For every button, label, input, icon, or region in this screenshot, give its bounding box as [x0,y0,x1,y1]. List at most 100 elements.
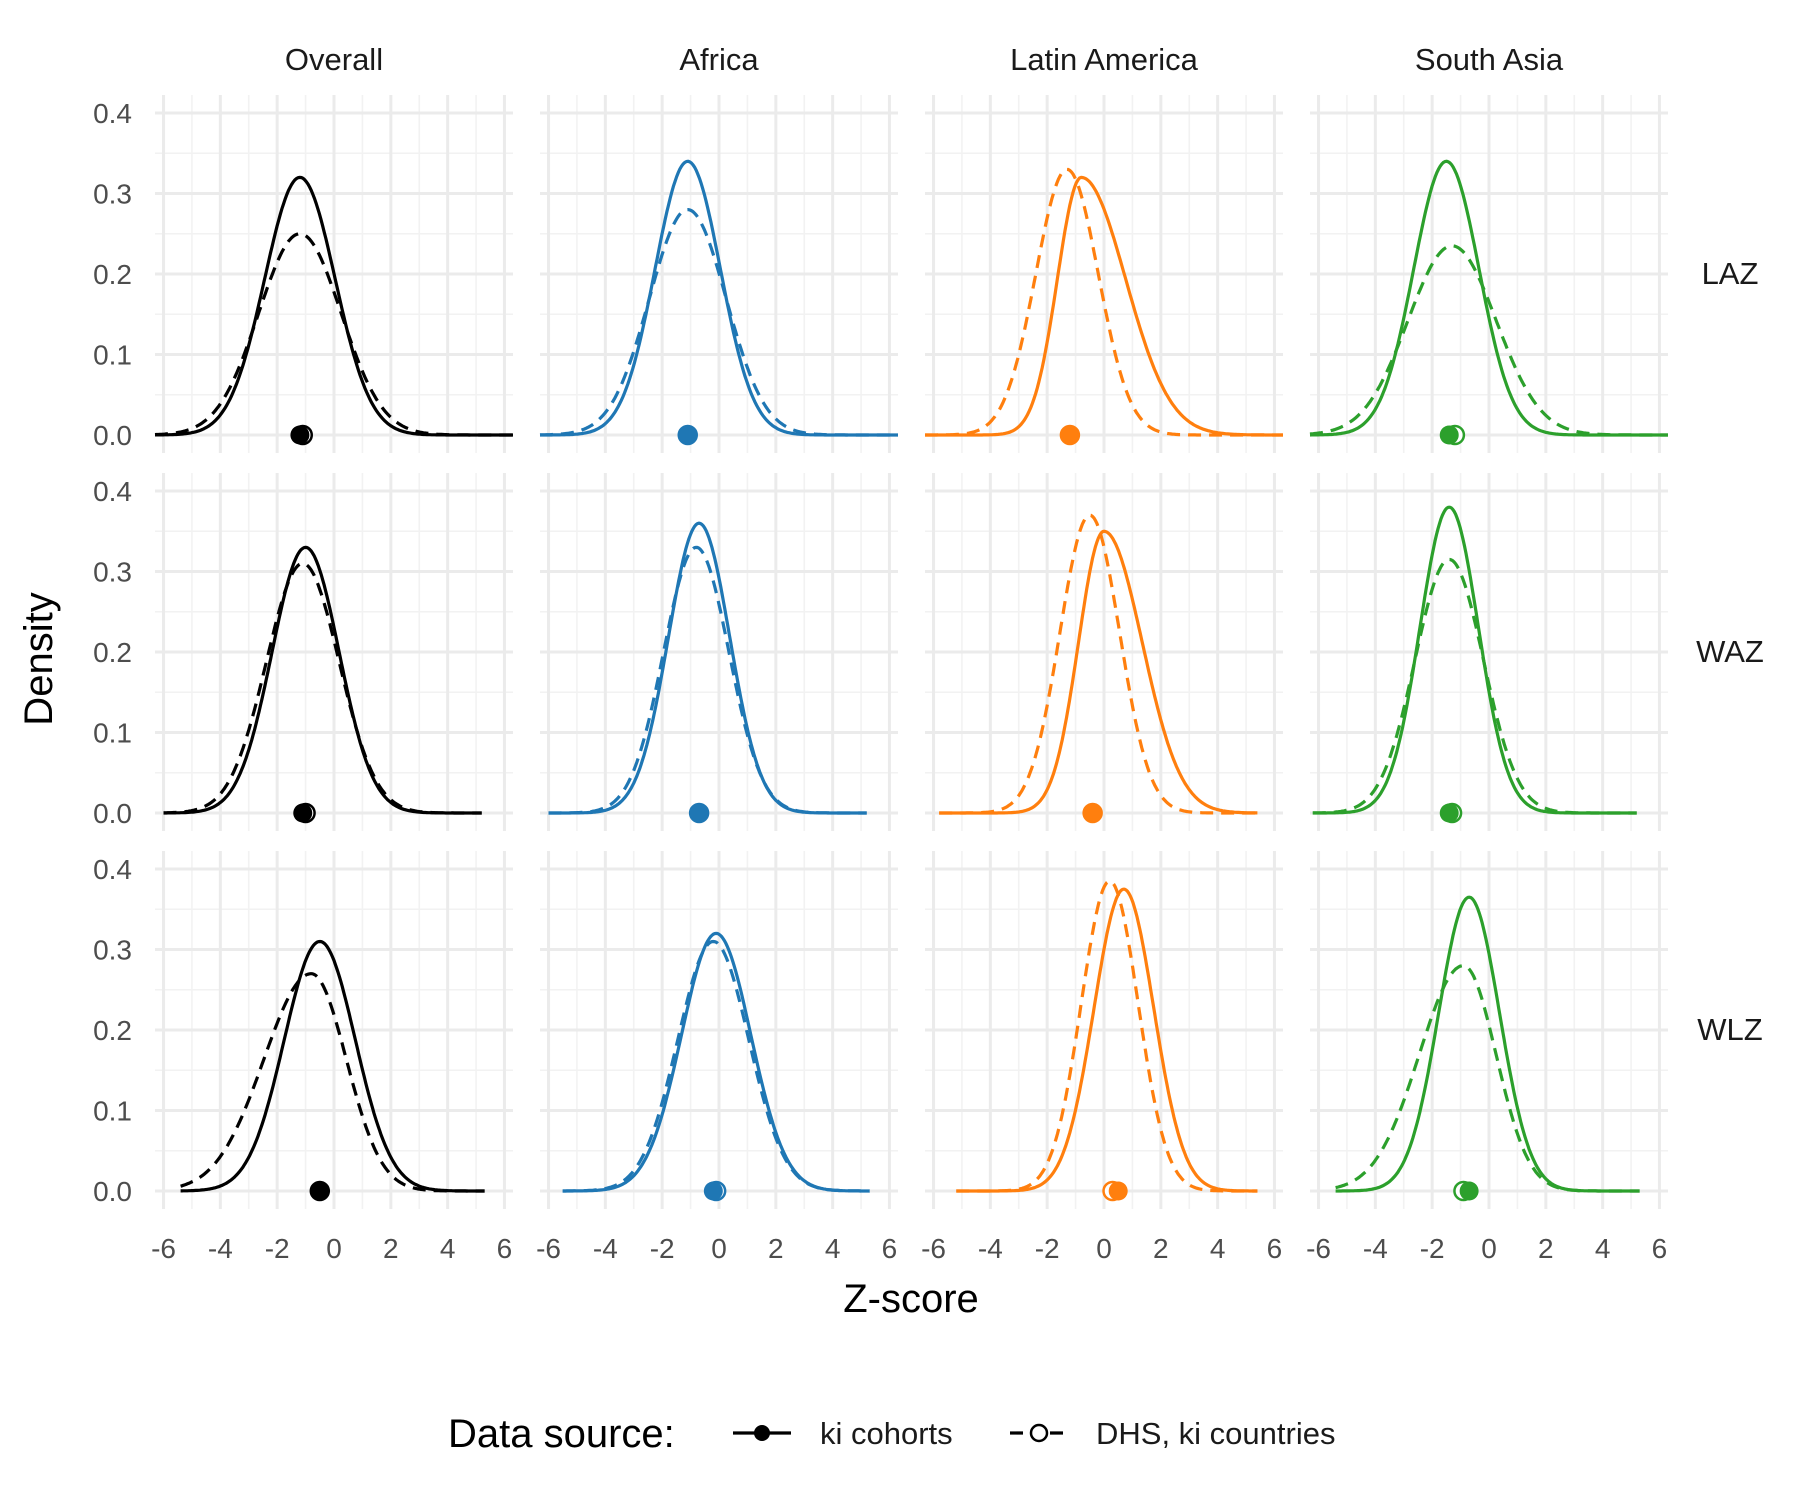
panel-laz-latin-america [925,167,1283,437]
x-tick-label: -2 [1420,1233,1445,1264]
legend-label: DHS, ki countries [1096,1416,1335,1451]
density-line-ki [180,939,485,1193]
panel-wlz-latin-america [956,879,1258,1193]
density-line-dhs [939,513,1258,815]
mean-point-ki [290,425,310,445]
x-tick-label: 6 [882,1233,898,1264]
legend-item-ki-cohorts: ki cohorts [733,1416,953,1451]
panel-grid [925,851,1283,1209]
x-tick-label: -2 [1035,1233,1060,1264]
x-tick-label: -2 [650,1233,675,1264]
x-tick-label: -6 [1306,1233,1331,1264]
y-tick-label: 0.2 [93,259,132,290]
x-tick-label: 4 [1210,1233,1226,1264]
panel-grid [155,473,513,831]
y-tick-label: 0.0 [93,1176,132,1207]
x-tick-label: -4 [978,1233,1003,1264]
panel-grid [540,851,898,1209]
panel-waz-south-asia [1312,505,1637,815]
column-strip-label: Overall [285,42,383,77]
density-line-ki [155,175,513,437]
row-strip-label: WAZ [1696,634,1764,669]
panel-grid [925,95,1283,453]
y-tick-label: 0.1 [93,340,132,371]
x-tick-label: 2 [1538,1233,1554,1264]
panel-waz-overall [163,545,482,815]
x-axis-title: Z-score [843,1277,979,1321]
mean-point-ki [1439,425,1459,445]
density-line-dhs [562,939,870,1193]
x-tick-label: 6 [497,1233,513,1264]
panel-waz-latin-america [939,513,1258,815]
y-tick-label: 0.0 [93,798,132,829]
density-line-ki [1335,895,1640,1193]
density-line-dhs [163,561,482,815]
density-line-ki [1312,505,1637,815]
density-line-ki [163,545,482,815]
mean-point-ki [689,803,709,823]
x-tick-label: 4 [440,1233,456,1264]
y-tick-label: 0.4 [93,98,132,129]
y-tick-label: 0.0 [93,420,132,451]
legend-label: ki cohorts [820,1416,953,1451]
mean-point-ki [310,1181,330,1201]
x-tick-label: 2 [383,1233,399,1264]
y-tick-label: 0.1 [93,1096,132,1127]
column-strip-label: South Asia [1415,42,1564,77]
panel-grid [540,473,898,831]
panel-laz-overall [154,175,513,437]
mean-point-ki [1459,1181,1479,1201]
mean-point-ki [1108,1181,1128,1201]
row-strip-label: LAZ [1702,256,1759,291]
x-tick-label: 2 [1153,1233,1169,1264]
density-line-ki [1309,159,1668,437]
density-line-ki [925,175,1283,437]
x-tick-label: 6 [1652,1233,1668,1264]
mean-point-ki [1439,803,1459,823]
x-tick-label: -6 [151,1233,176,1264]
legend-item-dhs-ki-countries: DHS, ki countries [1010,1416,1335,1451]
mean-point-ki [293,803,313,823]
legend-title: Data source: [448,1412,675,1456]
mean-point-ki [678,425,698,445]
y-tick-label: 0.4 [93,854,132,885]
x-tick-label: -6 [921,1233,946,1264]
y-tick-label: 0.4 [93,476,132,507]
x-tick-label: 4 [1595,1233,1611,1264]
mean-point-ki [1083,803,1103,823]
panel-grid [1310,95,1668,453]
density-line-dhs [154,232,513,437]
legend-key-filled-circle [754,1425,770,1441]
panel-wlz-africa [562,931,870,1193]
panel-laz-africa [539,159,898,437]
x-tick-label: 0 [711,1233,727,1264]
y-tick-label: 0.3 [93,935,132,966]
y-tick-label: 0.1 [93,718,132,749]
density-line-ki [540,159,898,437]
density-line-ki [562,931,870,1193]
x-tick-label: -2 [265,1233,290,1264]
density-line-ki [548,521,867,815]
y-tick-label: 0.3 [93,179,132,210]
x-tick-label: -6 [536,1233,561,1264]
x-tick-label: -4 [208,1233,233,1264]
x-tick-label: 0 [326,1233,342,1264]
x-tick-label: 0 [1096,1233,1112,1264]
x-tick-label: -4 [1363,1233,1388,1264]
y-tick-label: 0.2 [93,637,132,668]
y-axis-title: Density [17,592,61,725]
panel-grid [155,851,513,1209]
panel-grid [540,95,898,453]
row-strip-label: WLZ [1697,1012,1762,1047]
mean-point-ki [1060,425,1080,445]
legend-key-open-circle [1029,1423,1049,1443]
panel-grid [1310,473,1668,831]
column-strip-label: Africa [679,42,759,77]
density-line-dhs [548,545,867,815]
legend: Data source: ki cohorts DHS, ki countrie… [448,1412,1335,1456]
panel-grid [925,473,1283,831]
x-tick-label: 6 [1267,1233,1283,1264]
x-tick-label: 2 [768,1233,784,1264]
